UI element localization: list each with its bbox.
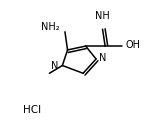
Text: NH: NH [95, 11, 109, 21]
Text: N: N [99, 53, 107, 63]
Text: N: N [51, 61, 58, 71]
Text: NH₂: NH₂ [41, 22, 60, 32]
Text: HCl: HCl [24, 105, 42, 115]
Text: OH: OH [125, 40, 140, 50]
